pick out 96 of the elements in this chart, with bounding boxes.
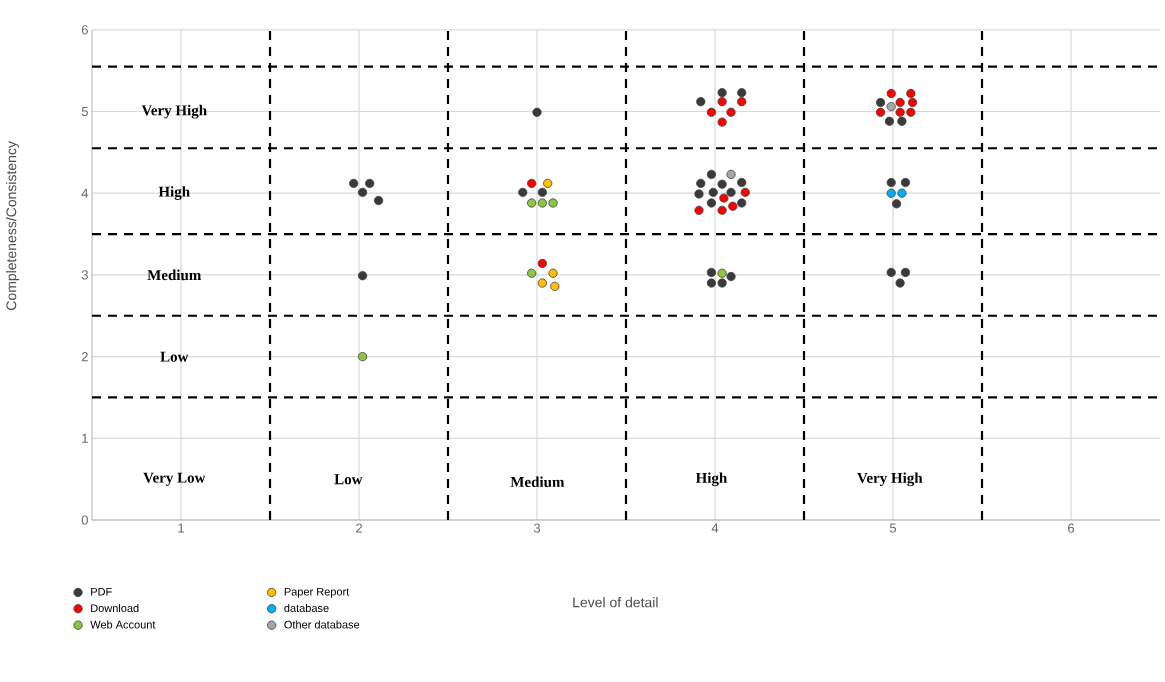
point [532,107,542,117]
annotation: Medium [147,269,202,281]
point [706,267,717,278]
x-tick-label: 1 [178,523,184,533]
y-tick-label: 6 [81,25,88,35]
point [717,179,727,189]
point [527,198,537,208]
legend-label: database [284,603,329,613]
point [737,177,747,188]
point [900,177,911,188]
point [895,97,905,108]
point [527,178,537,188]
point [900,267,911,278]
point [875,107,886,117]
point [719,193,729,203]
point [717,97,727,107]
point [875,97,886,108]
point [694,189,704,199]
point [717,88,727,98]
point [357,187,368,197]
annotation: High [158,186,190,200]
legend-label: Paper Report [284,587,350,598]
y-tick-label: 5 [81,106,88,117]
point [895,107,905,117]
point [737,198,747,208]
point [886,101,896,112]
annotation: Very Low [143,472,206,486]
point [696,97,706,107]
point [726,107,736,117]
legend-label: Other database [284,620,360,629]
point [737,88,747,98]
point [357,271,368,281]
point [726,169,736,179]
point [717,117,727,127]
point [895,278,905,288]
point [897,116,907,126]
point [907,97,918,108]
annotation: Low [334,474,363,485]
point [357,351,368,362]
point [550,281,560,291]
point [537,198,547,208]
annotation: Medium [510,476,565,488]
x-tick-label: 4 [711,523,719,533]
point [537,278,547,288]
point [706,198,717,208]
point [886,88,896,99]
point [548,198,558,208]
point [349,178,359,188]
legend-label: Web Account [90,620,156,629]
annotation: Very High [857,472,923,487]
annotation: Very High [141,104,207,119]
point [717,205,727,215]
point [906,88,916,99]
point [518,187,528,197]
point [706,169,717,179]
point [886,188,896,198]
point [365,178,375,188]
point [886,177,896,188]
point [548,268,558,278]
point [726,271,736,282]
y-tick-label: 0 [81,515,88,525]
legend-label: Download [91,603,139,613]
y-tick-label: 2 [81,352,88,362]
point [537,187,547,197]
point [717,278,727,288]
point [373,195,384,206]
point [696,178,706,188]
point [740,187,750,197]
point [906,107,916,117]
point [897,188,907,198]
x-tick-label: 5 [889,523,897,533]
point [708,187,718,197]
point [537,258,547,269]
x-tick-label: 3 [533,523,541,533]
y-axis-title: Completeness/Consistency [6,141,20,310]
point [706,278,717,288]
annotation: High [695,472,728,487]
x-tick-label: 2 [356,523,362,533]
point [543,178,553,188]
point [717,268,727,278]
x-tick-label: 6 [1068,523,1075,533]
point [886,267,896,278]
y-tick-label: 4 [81,188,89,198]
point [891,199,902,209]
x-axis-title: Level of detail [573,597,658,608]
point [527,268,537,278]
annotation: Low [160,351,189,362]
point [737,97,747,107]
point [694,205,704,215]
point [884,116,895,126]
y-tick-label: 3 [81,270,88,280]
point [726,187,736,197]
point [728,201,738,211]
y-tick-label: 1 [82,433,88,443]
point [706,107,717,117]
legend-label: PDF [91,587,112,596]
